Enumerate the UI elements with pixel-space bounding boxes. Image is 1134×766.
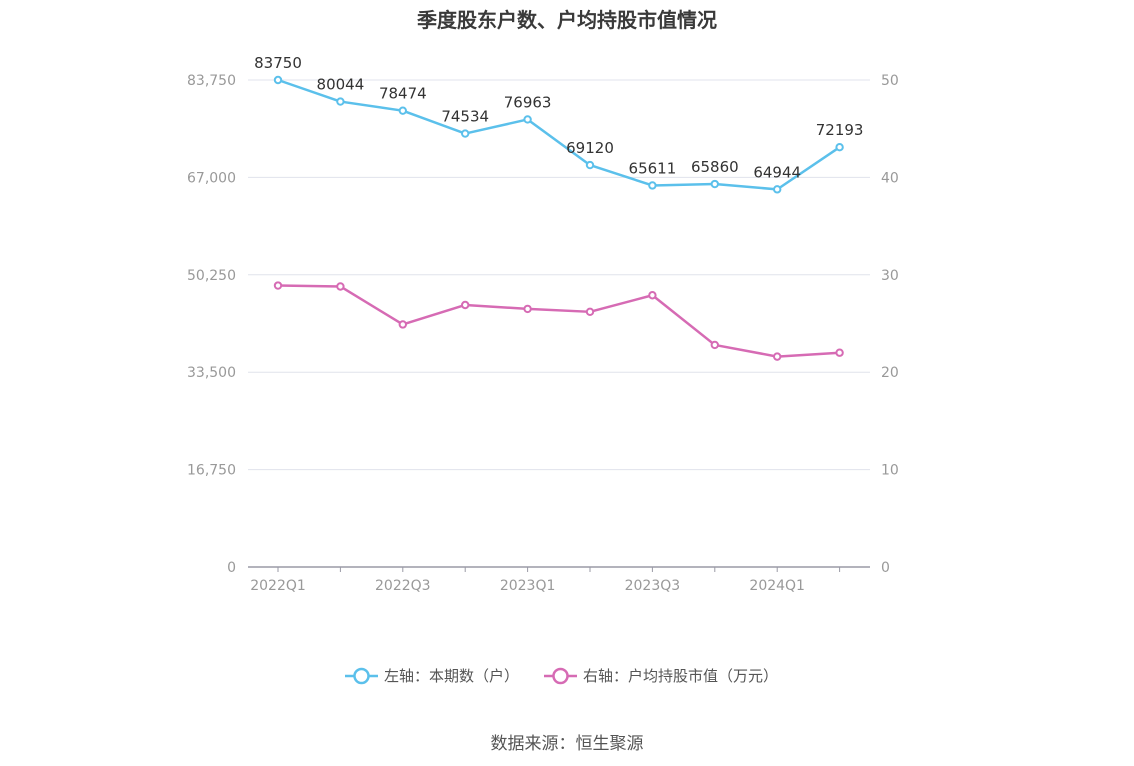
avg-holding-value-point [523, 304, 532, 314]
data-label: 78474 [379, 85, 427, 103]
holders-count-point [273, 75, 283, 85]
chart-title: 季度股东户数、户均持股市值情况 [417, 8, 717, 32]
holders-count-point [523, 115, 532, 124]
data-label: 80044 [317, 76, 365, 94]
legend-item-avg-holding-value: 右轴：户均持股市值（万元） [583, 667, 778, 685]
legend-item-holders-count: 左轴：本期数（户） [384, 667, 519, 685]
right-axis-tick-label: 0 [881, 560, 890, 576]
legend-marker-circle [353, 667, 370, 685]
avg-holding-value-point [273, 281, 283, 290]
left-axis-tick-label: 0 [227, 560, 236, 576]
legend-marker-circle [552, 667, 569, 685]
right-axis-tick-label: 50 [881, 73, 899, 89]
data-label: 64944 [753, 163, 801, 181]
x-axis-tick-label: 2022Q3 [375, 578, 431, 594]
data-label: 65611 [629, 159, 677, 177]
holders-count-line [277, 78, 841, 191]
left-axis-tick-label: 50,250 [187, 268, 236, 284]
avg-holding-value-point [835, 348, 844, 357]
avg-holding-value-point [773, 352, 782, 361]
left-axis-tick-label: 16,750 [187, 463, 236, 479]
avg-holding-value-point [648, 291, 657, 300]
avg-holding-value-line [277, 284, 840, 358]
left-axis-tick-label: 83,750 [187, 73, 236, 89]
holders-count-point [585, 160, 595, 170]
right-axis-tick-label: 40 [881, 170, 899, 186]
x-axis-tick-label: 2023Q3 [625, 578, 681, 594]
data-source: 数据来源：恒生聚源 [490, 734, 644, 754]
x-axis-tick-label: 2022Q1 [250, 578, 306, 594]
holders-count-point [461, 129, 470, 138]
avg-holding-value-point [585, 307, 595, 317]
left-axis-tick-label: 67,000 [187, 170, 236, 186]
holders-count-point [398, 106, 407, 115]
right-axis-tick-label: 10 [881, 463, 899, 479]
data-label: 72193 [816, 121, 864, 139]
holders-count-point [773, 185, 782, 194]
data-label: 76963 [504, 93, 552, 111]
data-label: 74534 [441, 108, 489, 126]
avg-holding-value-point [336, 282, 345, 291]
data-label: 65860 [691, 158, 739, 176]
avg-holding-value-point [710, 340, 719, 350]
holders-count-point [835, 143, 844, 152]
data-label: 83750 [254, 54, 302, 72]
data-label: 69120 [566, 139, 614, 157]
holders-count-point [648, 181, 657, 190]
avg-holding-value-point [398, 320, 407, 329]
right-axis-tick-label: 20 [881, 365, 899, 381]
x-axis-tick-label: 2023Q1 [500, 578, 556, 594]
holders-count-point [336, 97, 345, 106]
x-axis-tick-label: 2024Q1 [749, 578, 805, 594]
right-axis-tick-label: 30 [881, 268, 899, 284]
avg-holding-value-point [461, 300, 470, 310]
left-axis-tick-label: 33,500 [187, 365, 236, 381]
holders-count-point [710, 179, 719, 189]
